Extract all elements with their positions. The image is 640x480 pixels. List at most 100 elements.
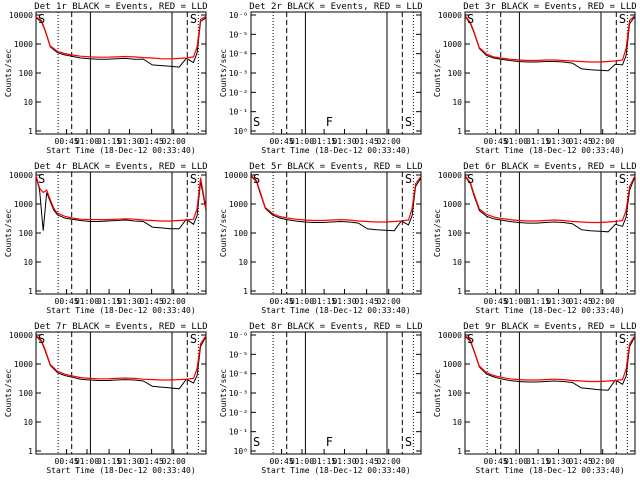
plot-frame [464,331,636,455]
series-line-events [464,176,636,233]
y-axis-label: Counts/sec [4,49,13,97]
x-tick-label: 01:15 [97,137,121,146]
marker-label: S [619,172,626,186]
y-tick-label: 10000 [224,171,248,180]
x-tick-label: 01:15 [526,457,550,466]
y-tick-label: 100 [19,69,34,78]
y-tick-label: 10 [452,98,462,107]
y-tick-label: 1000 [14,200,33,209]
chart-title: Det 7r BLACK = Events, RED = LLD [34,322,207,332]
y-axis-label: Counts/sec [4,209,13,257]
marker-label: S [253,172,260,186]
x-tick-label: 01:45 [569,137,593,146]
chart-title: Det 3r BLACK = Events, RED = LLD [463,2,636,12]
x-tick-label: 01:30 [117,297,141,306]
chart-title: Det 2r BLACK = Events, RED = LLD [249,2,422,12]
series-line-events [35,335,207,390]
x-tick-label: 01:45 [355,457,379,466]
x-tick-label: 01:45 [140,297,164,306]
plot-frame [464,11,636,135]
marker-label: F [326,435,333,449]
plot-frame [35,11,207,135]
y-axis-label: Counts/sec [4,369,13,417]
x-tick-label: 02:00 [591,457,615,466]
x-axis-label: Start Time (18-Dec-12 00:33:40) [46,146,195,155]
x-tick-label: 01:00 [504,457,528,466]
x-tick-label: 01:00 [75,457,99,466]
x-tick-label: 00:45 [270,457,294,466]
chart-title: Det 4r BLACK = Events, RED = LLD [34,162,207,172]
y-tick-label: 10⁰ [234,447,248,456]
y-tick-label: 10⁻² [229,408,248,417]
x-tick-label: 00:45 [484,137,508,146]
x-tick-label: 00:45 [270,297,294,306]
x-tick-label: 02:00 [162,457,186,466]
marker-label: S [619,332,626,346]
y-axis-label: Counts/sec [219,369,228,417]
x-tick-label: 01:30 [332,457,356,466]
y-tick-label: 1 [457,127,462,136]
y-tick-label: 10 [238,258,248,267]
x-tick-label: 02:00 [162,137,186,146]
x-tick-label: 01:00 [75,137,99,146]
y-tick-label: 10 [23,98,33,107]
x-tick-label: 00:45 [484,297,508,306]
chart-panel: Det 5r BLACK = Events, RED = LLD 1 10 100 10… [219,162,423,315]
y-tick-label: 10000 [438,171,462,180]
marker-label: S [467,12,474,26]
x-tick-label: 01:30 [546,457,570,466]
y-tick-label: 1000 [229,200,248,209]
y-tick-label: 1 [243,287,248,296]
y-tick-label: 10⁻⁶ [229,331,248,340]
plot-frame [35,171,207,295]
marker-label: S [467,332,474,346]
y-tick-label: 100 [234,229,249,238]
x-tick-label: 01:45 [355,297,379,306]
chart-title: Det 6r BLACK = Events, RED = LLD [463,162,636,172]
x-tick-label: 01:45 [140,137,164,146]
marker-label: S [38,12,45,26]
y-tick-label: 10⁻¹ [229,108,248,117]
x-tick-label: 01:15 [526,297,550,306]
marker-label: S [38,332,45,346]
x-axis-label: Start Time (18-Dec-12 00:33:40) [46,306,195,315]
series-line-lld [464,175,636,224]
chart-title: Det 5r BLACK = Events, RED = LLD [249,162,422,172]
y-tick-label: 1 [28,287,33,296]
series-line-lld [35,15,207,60]
x-tick-label: 02:00 [377,297,401,306]
y-tick-label: 10⁻¹ [229,428,248,437]
chart-title: Det 8r BLACK = Events, RED = LLD [249,322,422,332]
chart-panel: Det 7r BLACK = Events, RED = LLD 1 10 100 10… [4,322,208,475]
y-tick-label: 1 [457,287,462,296]
marker-label: S [253,435,260,449]
y-tick-label: 10 [23,258,33,267]
x-tick-label: 01:00 [75,297,99,306]
x-tick-label: 02:00 [591,137,615,146]
y-tick-label: 1000 [443,360,462,369]
y-tick-label: 10000 [9,11,33,20]
x-tick-label: 01:30 [332,137,356,146]
series-line-events [35,17,207,68]
y-tick-label: 10⁰ [234,127,248,136]
y-tick-label: 10 [452,258,462,267]
chart-panel: Det 2r BLACK = Events, RED = LLD 10⁰ 10⁻¹ 1… [219,2,423,155]
y-axis-label: Counts/sec [433,209,442,257]
marker-label: S [619,12,626,26]
y-tick-label: 1000 [443,40,462,49]
series-line-lld [35,335,207,381]
y-tick-label: 1000 [443,200,462,209]
plot-frame [250,331,422,455]
y-axis-label: Counts/sec [433,369,442,417]
y-tick-label: 10000 [438,331,462,340]
series-line-events [35,176,207,231]
x-tick-label: 02:00 [591,297,615,306]
series-line-lld [464,15,636,63]
x-tick-label: 01:00 [504,137,528,146]
x-tick-label: 01:00 [504,297,528,306]
plot-frame [250,11,422,135]
series-line-events [250,175,422,232]
y-tick-label: 100 [19,229,34,238]
y-tick-label: 1 [457,447,462,456]
